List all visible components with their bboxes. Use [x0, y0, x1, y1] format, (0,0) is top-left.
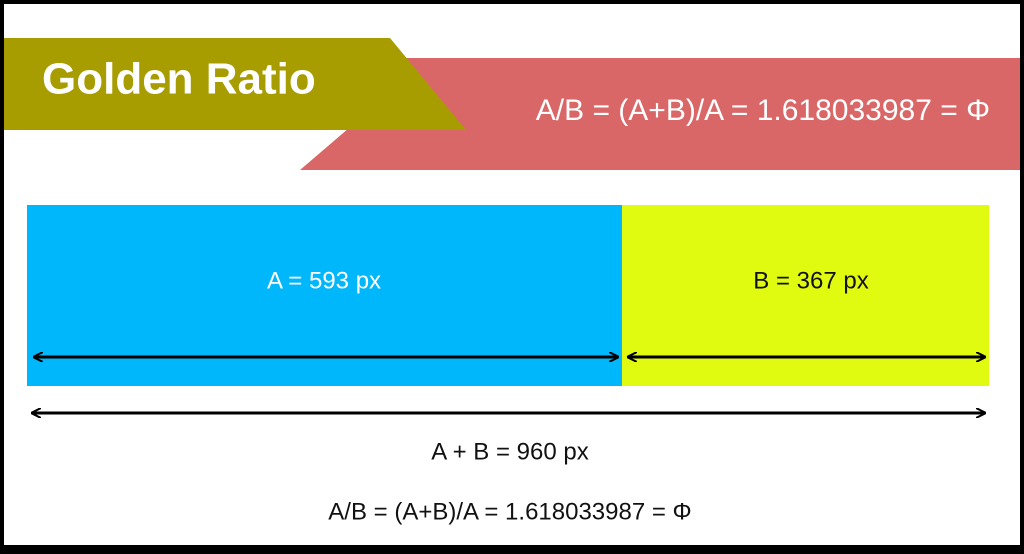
formula-banner [300, 58, 1020, 170]
segment-a [27, 205, 622, 386]
footer-formula: A/B = (A+B)/A = 1.618033987 = Φ [328, 498, 691, 525]
total-label: A + B = 960 px [431, 438, 588, 465]
title: Golden Ratio [42, 55, 316, 104]
header-formula: A/B = (A+B)/A = 1.618033987 = Φ [536, 94, 990, 127]
segment-b-label: B = 367 px [753, 267, 868, 294]
title-banner [4, 38, 466, 130]
segment-b [622, 205, 989, 386]
segment-a-label: A = 593 px [267, 267, 381, 294]
